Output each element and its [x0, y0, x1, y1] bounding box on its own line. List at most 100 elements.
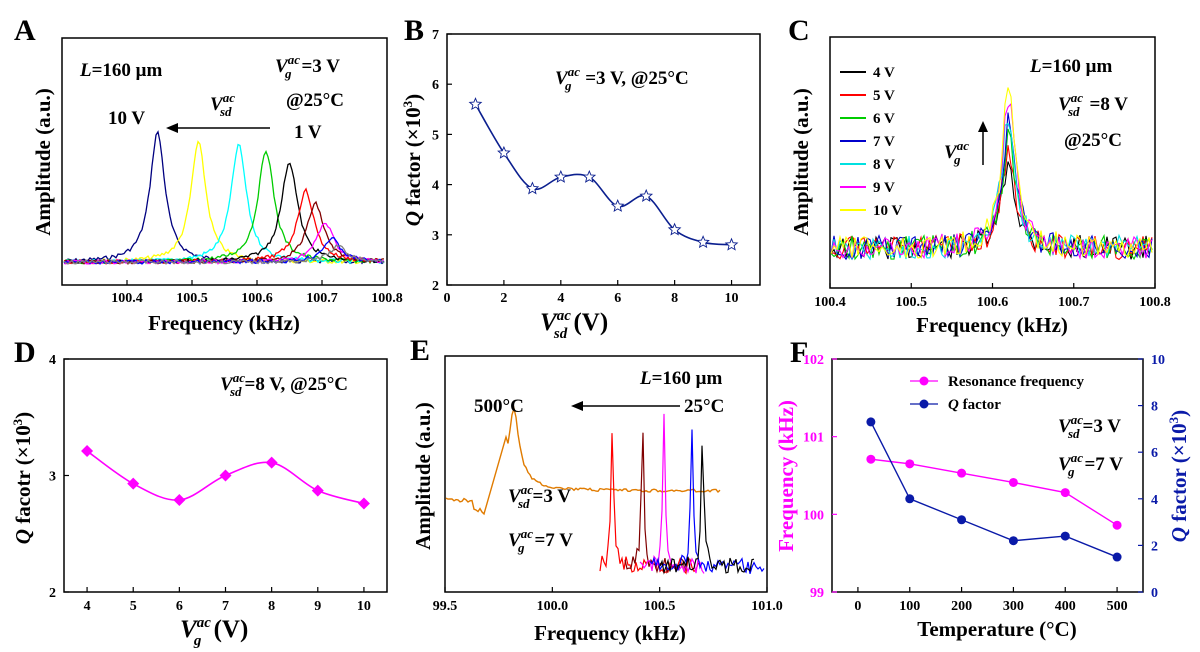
panel-e-xlabel: Frequency (kHz)	[534, 621, 686, 645]
panel-e-series-4	[639, 413, 705, 574]
x-tick-label: 10	[725, 291, 739, 306]
panel-b-ylabel: Q factor (×103)	[400, 94, 425, 226]
panel-b-point	[696, 235, 710, 249]
x-tick-label: 4	[557, 291, 564, 306]
panel-f-xlabel: Temperature (°C)	[917, 617, 1076, 641]
x-tick-label: 4	[84, 599, 91, 614]
panel-e-arrowhead	[571, 401, 583, 411]
panel-a-vsd-label: Vac sd	[210, 90, 235, 119]
panel-e-ylabel: Amplitude (a.u.)	[411, 402, 435, 550]
panel-f-ylabel-right: Q factor (×103)	[1166, 410, 1191, 542]
panel-e-series-3	[624, 432, 690, 574]
x-tick-label: 6	[176, 599, 183, 614]
panel-d-curve	[81, 445, 370, 510]
panel-d-point	[311, 484, 324, 497]
panel-a-10v-label: 10 V	[108, 108, 145, 129]
panel-b-point	[525, 181, 540, 195]
panel-b-xlabel: Vac sd (V)	[540, 308, 608, 342]
panel-e-25c-label: 25°C	[684, 396, 724, 417]
panel-e-series-6	[659, 445, 755, 575]
x-tick-label: 9	[314, 599, 321, 614]
x-tick-label: 0	[854, 599, 861, 614]
legend-label: 6 V	[873, 111, 895, 127]
x-tick-label: 101.0	[751, 599, 783, 614]
panel-d-point	[265, 456, 278, 469]
legend-label: 7 V	[873, 134, 895, 150]
panel-label-c: C	[788, 14, 810, 47]
panel-e-vg-label: Vac g =7 V	[508, 526, 573, 555]
x-tick-label: 100.4	[111, 291, 143, 306]
panel-b-point	[468, 97, 483, 111]
panel-a-series-1	[63, 130, 385, 265]
y-tick-label: 6	[432, 78, 439, 93]
panel-e-series-2	[599, 433, 701, 575]
panel-e-series-5	[649, 429, 765, 574]
x-tick-label: 8	[671, 291, 678, 306]
panel-e-xticks: 99.5 100.0 100.5 101.0	[433, 587, 783, 614]
panel-a-vg-label: Vac g =3 V	[275, 52, 340, 81]
y-tick-label-left: 100	[803, 508, 824, 523]
panel-f-point-1	[905, 459, 915, 469]
y-tick-label: 2	[49, 586, 56, 601]
panel-f-line-2	[870, 421, 1118, 558]
x-tick-label: 100.8	[371, 291, 403, 306]
x-tick-label: 7	[222, 599, 229, 614]
panel-d-ylabel: Q facotr (×103)	[10, 412, 35, 544]
x-tick-label: 6	[614, 291, 621, 306]
x-tick-label: 8	[268, 599, 275, 614]
panel-f-frame	[831, 358, 1144, 593]
legend-label: 5 V	[873, 88, 895, 104]
panel-c-vsd-label: Vac sd =8 V	[1058, 90, 1128, 119]
panel-label-b: B	[404, 14, 424, 47]
panel-f-point-2	[1060, 531, 1070, 541]
panel-d: D 4 5 6 7 8 9 10 2 3 4 Vac sd =8 V, @25°C Q facotr …	[10, 336, 388, 649]
x-tick-label: 500	[1107, 599, 1128, 614]
panel-f-ylabel-left: Frequency (kHz)	[774, 400, 798, 552]
panel-label-e: E	[410, 334, 430, 367]
y-tick-label: 5	[432, 128, 439, 143]
legend-label: 10 V	[873, 203, 902, 219]
panel-d-point	[219, 469, 232, 482]
x-tick-label: 100.5	[896, 295, 928, 310]
panel-f-vg-label: Vac g =7 V	[1058, 450, 1123, 479]
panel-f-point-1	[957, 468, 967, 478]
panel-f: F 0 100 200 300 400 500 99 100 101 102 0 2 4 6 8 10 Tem…	[774, 336, 1191, 641]
panel-a-length-label: L=160 μm	[79, 60, 162, 81]
panel-f-ticks: 0 100 200 300 400 500 99 100 101 102 0 2 4 6 8 10	[803, 353, 1165, 614]
panel-b-point	[582, 169, 597, 183]
panel-e-vsd-label: Vac sd =3 V	[508, 482, 571, 511]
panel-d-xlabel: Vac g (V)	[180, 615, 248, 649]
panel-a-curves	[63, 130, 385, 266]
panel-f-point-2	[1008, 536, 1018, 546]
panel-c-vg-label: Vac g	[944, 138, 969, 167]
y-tick-label-right: 4	[1151, 493, 1158, 508]
y-tick-label: 3	[49, 470, 56, 485]
x-tick-label: 200	[951, 599, 972, 614]
panel-c-xticks: 100.4 100.5 100.6 100.7 100.8	[814, 283, 1171, 310]
panel-label-f: F	[790, 336, 808, 369]
panel-b-point	[553, 169, 568, 183]
panel-f-point-1	[1008, 477, 1018, 487]
legend-label: 4 V	[873, 65, 895, 81]
x-tick-label: 2	[500, 291, 507, 306]
panel-label-d: D	[14, 336, 36, 369]
panel-label-a: A	[14, 14, 36, 47]
x-tick-label: 0	[444, 291, 451, 306]
y-tick-label: 4	[432, 179, 439, 194]
panel-e-500c-label: 500°C	[474, 396, 524, 417]
panel-f-vsd-label: Vac sd =3 V	[1058, 412, 1121, 441]
panel-b-point	[497, 145, 511, 159]
panel-c-legend: 4 V 5 V 6 V 7 V 8 V 9 V 10 V	[840, 65, 902, 219]
panel-d-point	[81, 445, 94, 458]
panel-c-xlabel: Frequency (kHz)	[916, 313, 1068, 337]
panel-b-frame	[446, 33, 761, 286]
panel-d-ticks: 4 5 6 7 8 9 10 2 3 4	[49, 353, 371, 614]
panel-f-point-1	[1060, 488, 1070, 498]
panel-b-point	[610, 199, 625, 212]
legend-label: 9 V	[873, 180, 895, 196]
panel-c-curves	[830, 87, 1153, 261]
panel-a-frame	[61, 37, 388, 286]
